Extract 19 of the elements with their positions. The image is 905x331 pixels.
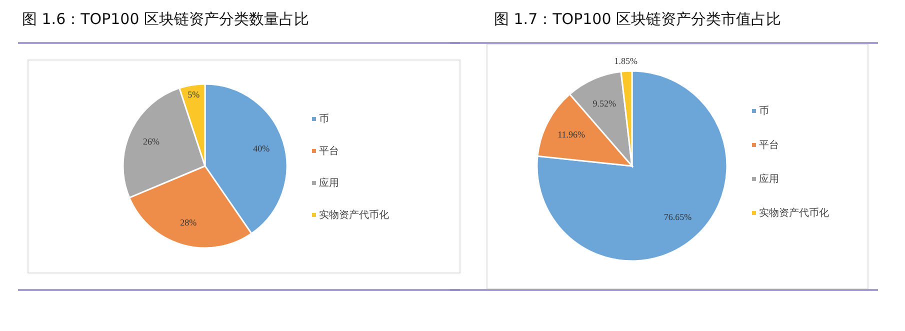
data-label: 11.96% — [558, 129, 586, 140]
data-label: 9.52% — [592, 98, 617, 108]
data-label: 5% — [188, 90, 200, 100]
legend-label: 平台 — [319, 145, 339, 157]
legend-label: 应用 — [319, 177, 339, 189]
chart-title: 图 1.6：TOP100 区块链资产分类数量占比 — [22, 10, 310, 28]
data-label: 40% — [253, 143, 270, 154]
data-label: 1.85% — [614, 56, 638, 66]
legend-label: 应用 — [759, 173, 779, 185]
data-label: 76.65% — [664, 212, 692, 222]
data-label: 28% — [180, 218, 198, 228]
legend-label: 实物资产代币化 — [319, 209, 389, 221]
chart-title: 图 1.7：TOP100 区块链资产分类市值占比 — [494, 10, 782, 28]
legend-label: 币 — [759, 105, 769, 117]
legend-label: 平台 — [759, 139, 779, 151]
pie-slice — [536, 70, 728, 262]
data-label: 26% — [143, 136, 160, 146]
legend-label: 币 — [319, 113, 329, 125]
legend-label: 实物资产代币化 — [759, 207, 829, 219]
